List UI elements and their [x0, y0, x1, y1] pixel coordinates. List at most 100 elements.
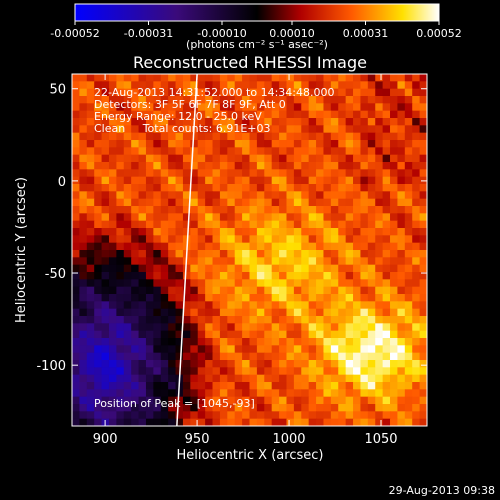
- heatmap-cell: [131, 316, 140, 324]
- heatmap-cell: [101, 396, 110, 405]
- heatmap-cell: [249, 352, 258, 361]
- heatmap-cell: [330, 140, 339, 148]
- heatmap-cell: [264, 316, 273, 324]
- heatmap-cell: [390, 206, 399, 214]
- heatmap-cell: [145, 411, 154, 420]
- heatmap-cell: [190, 411, 199, 420]
- heatmap-cell: [145, 323, 154, 332]
- heatmap-cell: [308, 294, 317, 302]
- heatmap-cell: [86, 411, 95, 420]
- heatmap-cell: [367, 169, 376, 178]
- heatmap-cell: [397, 132, 406, 141]
- colorbar-tick-label: -0.00031: [124, 27, 173, 40]
- heatmap-cell: [116, 198, 125, 207]
- heatmap-cell: [390, 382, 399, 390]
- heatmap-cell: [168, 184, 177, 192]
- y-tick-label: -50: [45, 267, 66, 282]
- heatmap-cell: [86, 382, 95, 390]
- heatmap-cell: [301, 81, 310, 90]
- heatmap-cell: [160, 360, 169, 368]
- heatmap-cell: [316, 176, 325, 185]
- heatmap-cell: [138, 316, 147, 324]
- heatmap-cell: [175, 184, 184, 192]
- heatmap-cell: [249, 345, 258, 354]
- heatmap-cell: [271, 191, 280, 200]
- heatmap-cell: [390, 220, 399, 229]
- heatmap-cell: [308, 323, 317, 332]
- heatmap-cell: [316, 323, 325, 332]
- heatmap-cell: [108, 352, 117, 361]
- heatmap-cell: [242, 213, 251, 222]
- heatmap-cell: [123, 176, 132, 185]
- heatmap-cell: [79, 330, 88, 339]
- heatmap-cell: [330, 228, 339, 236]
- heatmap-cell: [72, 257, 80, 266]
- heatmap-cell: [145, 352, 154, 361]
- heatmap-cell: [256, 367, 265, 376]
- heatmap-cell: [138, 176, 147, 185]
- heatmap-cell: [404, 418, 413, 426]
- heatmap-cell: [404, 404, 413, 412]
- heatmap-cell: [116, 118, 125, 126]
- heatmap-cell: [205, 257, 214, 266]
- heatmap-cell: [145, 198, 154, 207]
- heatmap-cell: [382, 286, 391, 295]
- heatmap-cell: [375, 389, 384, 398]
- heatmap-cell: [242, 74, 251, 82]
- heatmap-cell: [345, 118, 354, 126]
- heatmap-cell: [286, 154, 295, 163]
- heatmap-cell: [175, 294, 184, 302]
- heatmap-cell: [316, 389, 325, 398]
- heatmap-cell: [316, 96, 325, 104]
- heatmap-cell: [190, 418, 199, 426]
- heatmap-cell: [345, 184, 354, 192]
- heatmap-cell: [330, 242, 339, 251]
- heatmap-cell: [205, 279, 214, 288]
- heatmap-cell: [323, 250, 332, 258]
- heatmap-cell: [160, 220, 169, 229]
- heatmap-cell: [412, 125, 421, 134]
- heatmap-cell: [367, 213, 376, 222]
- heatmap-cell: [72, 169, 80, 178]
- heatmap-cell: [264, 264, 273, 273]
- heatmap-cell: [404, 374, 413, 383]
- heatmap-cell: [108, 88, 117, 97]
- heatmap-cell: [168, 81, 177, 90]
- heatmap-cell: [101, 103, 110, 112]
- heatmap-cell: [116, 132, 125, 141]
- heatmap-cell: [227, 228, 236, 236]
- heatmap-cell: [197, 264, 206, 273]
- heatmap-cell: [182, 308, 191, 317]
- heatmap-cell: [279, 352, 288, 361]
- heatmap-cell: [197, 206, 206, 214]
- heatmap-cell: [301, 323, 310, 332]
- heatmap-cell: [390, 242, 399, 251]
- heatmap-cell: [242, 206, 251, 214]
- solar-limb-line: [176, 73, 198, 427]
- heatmap-cell: [94, 360, 103, 368]
- colorbar-tick-label: -0.00010: [197, 27, 246, 40]
- heatmap-cell: [72, 147, 80, 156]
- heatmap-cell: [182, 110, 191, 119]
- heatmap-cell: [153, 360, 162, 368]
- heatmap-cell: [219, 389, 228, 398]
- heatmap-cell: [419, 316, 427, 324]
- heatmap-cell: [279, 132, 288, 141]
- heatmap-cell: [256, 198, 265, 207]
- heatmap-cell: [256, 360, 265, 368]
- heatmap-cell: [301, 330, 310, 339]
- heatmap-cell: [242, 286, 251, 295]
- heatmap-cell: [264, 103, 273, 112]
- heatmap-cell: [316, 330, 325, 339]
- heatmap-cell: [353, 367, 362, 376]
- heatmap-cell: [271, 235, 280, 244]
- heatmap-cell: [279, 81, 288, 90]
- heatmap-cell: [197, 323, 206, 332]
- heatmap-cell: [108, 191, 117, 200]
- heatmap-cell: [271, 396, 280, 405]
- heatmap-cell: [138, 389, 147, 398]
- heatmap-cell: [353, 228, 362, 236]
- heatmap-cell: [123, 147, 132, 156]
- heatmap-cell: [308, 389, 317, 398]
- heatmap-cell: [375, 301, 384, 310]
